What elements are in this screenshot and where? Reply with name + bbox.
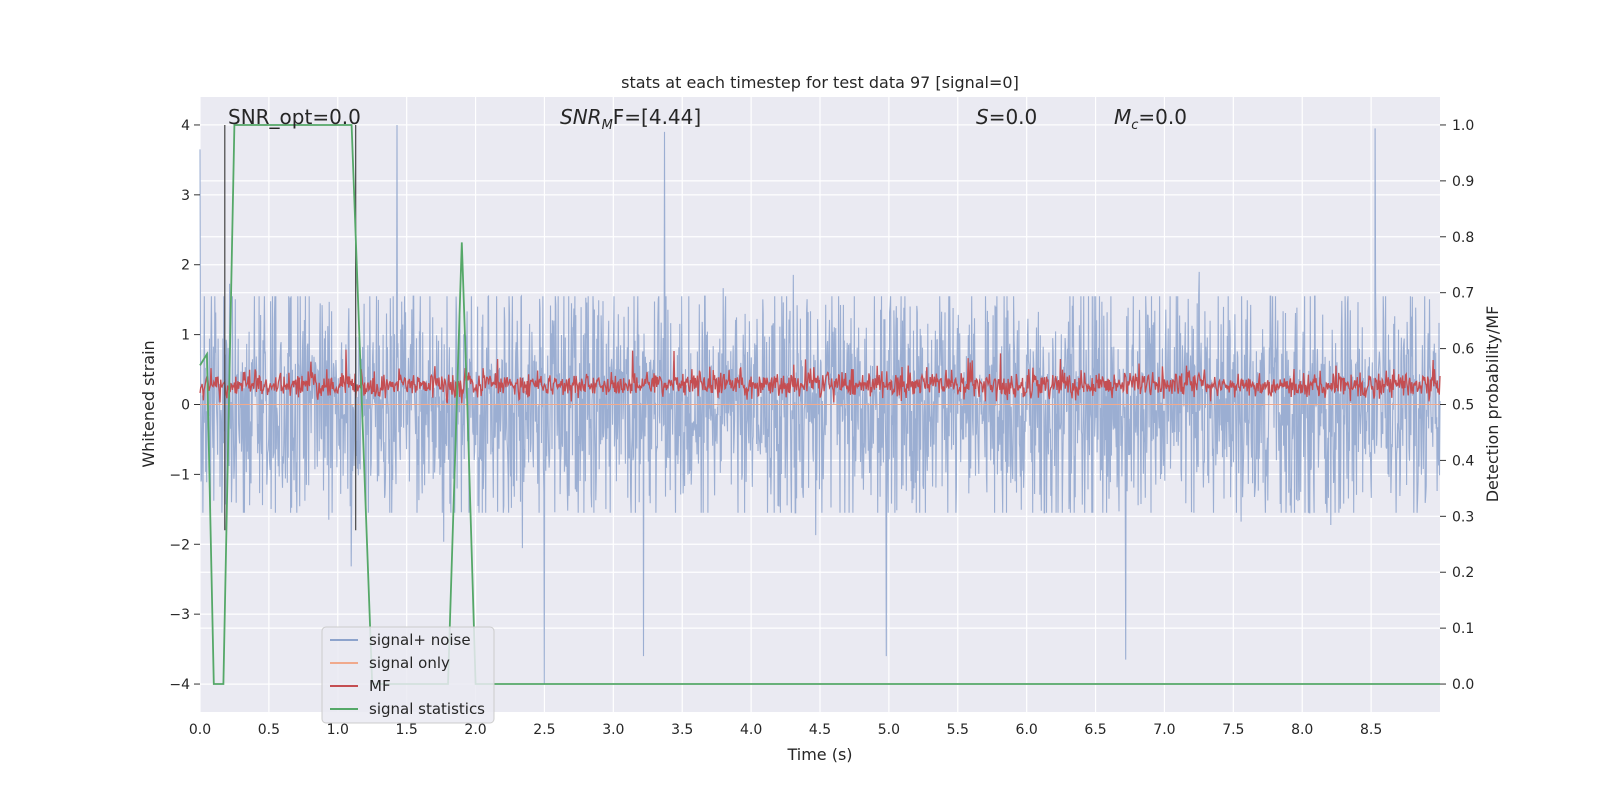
annotation-s-main: S	[976, 105, 989, 129]
x-axis-ticks: 0.0 0.5 1.0 1.5 2.0 2.5 3.0 3.5 4.0 4.5 5.0 5.5 6.0 6…	[189, 722, 1382, 738]
annotation-s: S=0.0	[976, 105, 1037, 129]
y-right-tick-label-3: 0.3	[1452, 509, 1474, 525]
x-axis-label: Time (s)	[786, 745, 852, 764]
y-left-tick-label-3: −1	[169, 467, 190, 483]
x-tick-label-13: 6.5	[1084, 722, 1106, 738]
legend-label-signal-only: signal only	[369, 654, 450, 672]
y-left-tick-label-4: 0	[181, 398, 190, 414]
y-right-tick-label-0: 0.0	[1452, 677, 1474, 693]
y-right-axis-label: Detection probability/MF	[1483, 306, 1502, 503]
x-tick-label-3: 1.5	[396, 722, 418, 738]
y-left-tick-label-7: 3	[181, 188, 190, 204]
y-left-axis-label: Whitened strain	[139, 340, 158, 467]
x-tick-label-16: 8.0	[1291, 722, 1313, 738]
legend-box	[321, 626, 495, 724]
x-tick-label-6: 3.0	[602, 722, 624, 738]
y-left-tick-label-8: 4	[181, 118, 190, 134]
x-tick-label-10: 5.0	[878, 722, 900, 738]
annotation-mc: Mc=0.0	[1114, 105, 1187, 133]
x-tick-label-5: 2.5	[533, 722, 555, 738]
x-tick-label-9: 4.5	[809, 722, 831, 738]
x-tick-label-2: 1.0	[327, 722, 349, 738]
y-left-tick-label-2: −2	[169, 537, 190, 553]
legend: signal+ noise signal only MF signal stat…	[321, 626, 495, 724]
legend-label-mf: MF	[369, 677, 391, 695]
y-left-tick-label-5: 1	[181, 328, 190, 344]
x-tick-label-14: 7.0	[1153, 722, 1175, 738]
y-right-tick-label-8: 0.8	[1452, 230, 1474, 246]
annotation-s-rest: =0.0	[989, 105, 1038, 129]
annotation-mc-sub: c	[1131, 118, 1138, 133]
y-right-tick-label-9: 0.9	[1452, 174, 1474, 190]
x-tick-label-12: 6.0	[1016, 722, 1038, 738]
y-right-tick-label-10: 1.0	[1452, 118, 1474, 134]
legend-label-signal-plus-noise: signal+ noise	[369, 631, 471, 649]
y-right-tick-label-2: 0.2	[1452, 565, 1474, 581]
x-tick-label-7: 3.5	[671, 722, 693, 738]
x-tick-label-0: 0.0	[189, 722, 211, 738]
x-tick-label-11: 5.5	[947, 722, 969, 738]
annotation-snr-mf-sub: M	[602, 118, 613, 133]
y-right-tick-label-6: 0.6	[1452, 342, 1474, 358]
y-left-axis-ticks: −4 −3 −2 −1 0 1 2 3 4	[169, 118, 200, 693]
y-left-tick-label-6: 2	[181, 258, 190, 274]
annotation-snr-mf-main: SNR	[560, 105, 602, 129]
y-right-axis-ticks: 0.0 0.1 0.2 0.3 0.4 0.5 0.6 0.7 0.8 0.9 1.0	[1440, 118, 1474, 693]
mf-line	[199, 349, 1441, 404]
y-right-tick-label-1: 0.1	[1452, 621, 1474, 637]
annotation-snr-mf-rest: F=[4.44]	[613, 105, 701, 129]
annotation-snr-mf: SNRMF=[4.44]	[560, 105, 701, 133]
y-right-tick-label-5: 0.5	[1452, 398, 1474, 414]
y-right-tick-label-4: 0.4	[1452, 453, 1474, 469]
annotation-mc-main: M	[1114, 105, 1131, 129]
x-tick-label-4: 2.0	[464, 722, 486, 738]
legend-label-signal-statistics: signal statistics	[369, 700, 485, 718]
x-tick-label-8: 4.0	[740, 722, 762, 738]
vertical-markers	[224, 124, 357, 531]
y-left-tick-label-0: −4	[169, 677, 190, 693]
annotation-mc-rest: =0.0	[1138, 105, 1187, 129]
annotation-snr-opt: SNR_opt=0.0	[228, 105, 361, 129]
y-left-tick-label-1: −3	[169, 607, 190, 623]
series-mf	[199, 349, 1441, 404]
x-tick-label-15: 7.5	[1222, 722, 1244, 738]
x-tick-label-17: 8.5	[1360, 722, 1382, 738]
chart-title: stats at each timestep for test data 97 …	[621, 73, 1019, 92]
x-tick-label-1: 0.5	[258, 722, 280, 738]
y-right-tick-label-7: 0.7	[1452, 286, 1474, 302]
